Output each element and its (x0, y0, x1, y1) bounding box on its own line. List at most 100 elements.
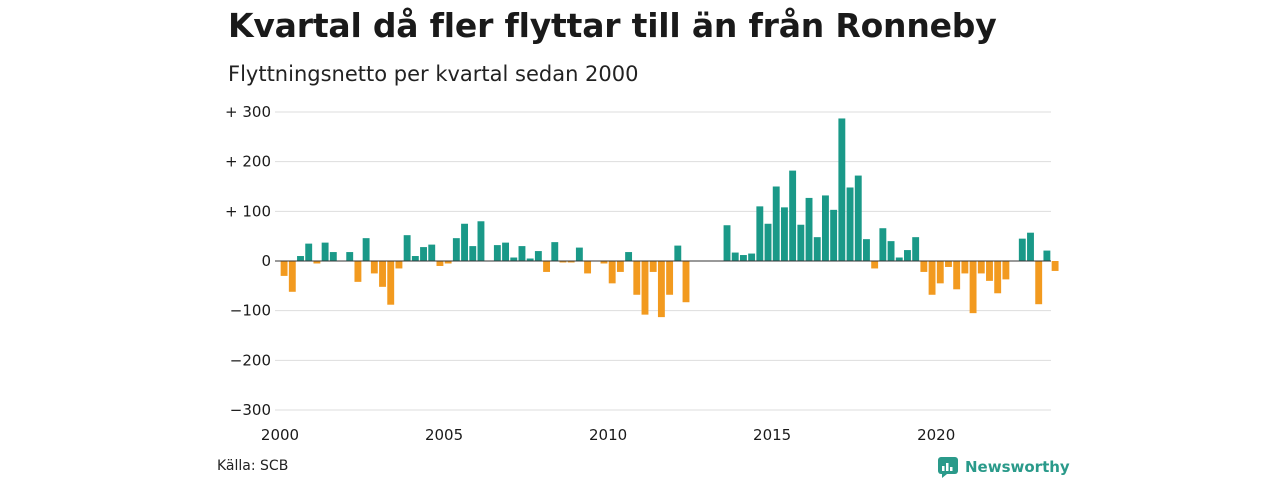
bar-2019K2 (912, 237, 920, 261)
bar-2005K3 (461, 223, 468, 261)
bar-2017K3 (854, 175, 862, 261)
chart-subtitle: Flyttningsnetto per kvartal sedan 2000 (228, 62, 639, 86)
bar-2015K1 (772, 186, 780, 261)
bar-2002K3 (362, 238, 370, 261)
bar-2007K1 (510, 257, 518, 261)
bar-2011K3 (657, 261, 665, 318)
bar-2004K2 (420, 247, 427, 261)
bar-2001K3 (329, 252, 337, 261)
newsworthy-logo: Newsworthy (937, 456, 1070, 478)
bar-2009K4 (600, 261, 608, 264)
bar-2009K1 (575, 247, 583, 261)
y-tick-label: 0 (261, 252, 271, 270)
source-note: Källa: SCB (217, 458, 289, 474)
bar-2015K2 (780, 207, 788, 261)
bar-2003K2 (387, 261, 395, 305)
bar-2006K4 (502, 242, 509, 261)
bar-2016K1 (805, 197, 813, 261)
newsworthy-logo-text: Newsworthy (965, 458, 1070, 476)
bar-2022K3 (1018, 238, 1026, 261)
bar-2001K2 (321, 242, 329, 261)
bar-chart: + 300 + 200 + 100 0 −100 −200 −300 2000 2005 2010… (225, 103, 1059, 444)
bar-2012K1 (674, 245, 682, 261)
bar-2008K1 (543, 261, 551, 272)
bar-2014K4 (764, 223, 772, 261)
bar-2014K1 (739, 255, 747, 261)
bar-2007K4 (534, 251, 542, 261)
bar-2001K1 (313, 261, 321, 264)
bar-2017K2 (846, 187, 854, 261)
bar-2022K4 (1027, 232, 1034, 261)
bar-2020K4 (961, 261, 969, 274)
bar-2023K2 (1043, 250, 1051, 261)
bar-2019K3 (920, 261, 928, 272)
bar-2007K2 (518, 246, 526, 261)
bar-2011K2 (649, 261, 657, 272)
bar-2019K1 (904, 250, 911, 261)
y-tick-label: + 100 (225, 202, 271, 220)
bar-2004K4 (436, 261, 444, 266)
bar-2002K2 (354, 261, 362, 282)
bar-2017K4 (863, 239, 870, 261)
bar-2010K3 (625, 252, 633, 261)
bar-2005K4 (469, 246, 477, 261)
bar-2016K4 (830, 209, 838, 261)
grid-lines (275, 111, 1051, 411)
bar-2016K2 (813, 237, 821, 261)
bar-2003K3 (395, 261, 403, 269)
bar-2003K4 (403, 235, 411, 261)
bar-2012K2 (682, 261, 690, 303)
bar-2005K2 (452, 238, 460, 261)
bar-2020K1 (936, 261, 944, 284)
bar-2019K4 (928, 261, 936, 295)
x-tick-label: 2000 (261, 426, 299, 444)
bar-2018K1 (871, 261, 879, 269)
x-tick-label: 2010 (589, 426, 627, 444)
bar-2010K1 (608, 261, 616, 284)
bar-2002K4 (370, 261, 378, 274)
bar-2021K4 (994, 261, 1002, 294)
bar-2002K1 (346, 252, 354, 261)
bar-2015K4 (797, 224, 805, 261)
y-tick-label: + 300 (225, 103, 271, 121)
bar-2005K1 (444, 261, 452, 264)
bar-2022K1 (1002, 261, 1010, 280)
bar-2023K1 (1035, 261, 1043, 305)
chart-title: Kvartal då fler flyttar till än från Ron… (228, 6, 997, 45)
bar-2000K1 (280, 261, 288, 276)
bar-2018K2 (879, 228, 887, 261)
bar-2021K1 (969, 261, 977, 314)
bar-2020K2 (945, 261, 952, 267)
bar-2010K2 (616, 261, 624, 272)
bar-2000K3 (297, 256, 304, 261)
bars (280, 118, 1059, 318)
bar-2013K4 (731, 252, 739, 261)
bar-2014K2 (748, 253, 756, 261)
bar-2008K2 (551, 242, 559, 261)
bar-2009K2 (584, 261, 592, 274)
bar-2015K3 (789, 170, 797, 261)
bar-2018K4 (895, 257, 903, 261)
bar-2006K1 (477, 221, 485, 261)
bar-2016K3 (822, 195, 829, 261)
bar-2010K4 (633, 261, 641, 295)
bar-2007K3 (526, 258, 534, 261)
x-tick-label: 2020 (917, 426, 955, 444)
bar-2000K2 (288, 261, 296, 292)
bar-undefined (1051, 261, 1059, 271)
bar-2011K1 (641, 261, 649, 315)
y-tick-label: −200 (230, 351, 271, 369)
bar-2018K3 (887, 241, 895, 261)
y-tick-label: + 200 (225, 153, 271, 171)
axes: + 300 + 200 + 100 0 −100 −200 −300 2000 2005 2010… (225, 103, 1051, 444)
x-tick-label: 2015 (753, 426, 791, 444)
y-tick-label: −300 (230, 401, 271, 419)
bar-2021K2 (977, 261, 985, 274)
bar-2021K3 (986, 261, 993, 281)
bar-2017K1 (838, 118, 846, 262)
y-tick-label: −100 (230, 302, 271, 320)
newsworthy-logo-icon (938, 457, 958, 478)
bar-2008K4 (567, 261, 575, 263)
x-tick-label: 2005 (425, 426, 463, 444)
bar-2014K3 (756, 206, 764, 261)
